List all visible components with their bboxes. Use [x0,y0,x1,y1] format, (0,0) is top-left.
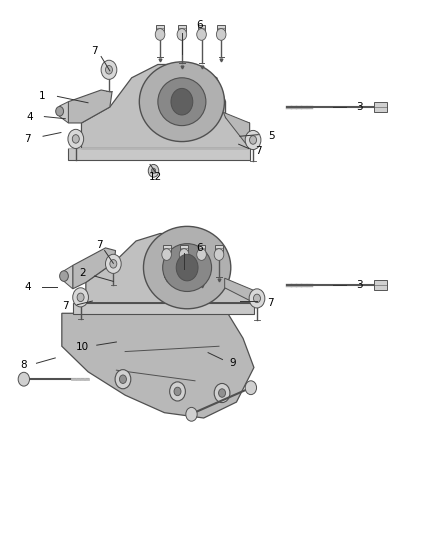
Circle shape [219,389,226,397]
Ellipse shape [144,227,231,309]
Polygon shape [81,64,250,149]
Circle shape [197,249,206,261]
Circle shape [56,107,64,116]
Circle shape [77,293,84,302]
Circle shape [177,29,187,41]
Circle shape [120,375,127,383]
Ellipse shape [139,62,224,142]
Ellipse shape [158,78,206,126]
Circle shape [148,165,159,177]
Polygon shape [223,112,250,149]
Text: 12: 12 [149,172,162,182]
Circle shape [245,381,257,394]
Bar [198,25,205,32]
Text: 4: 4 [25,282,31,292]
Text: 7: 7 [95,240,102,250]
Bar [162,245,170,252]
Circle shape [151,168,155,173]
Polygon shape [225,278,254,303]
Bar [198,245,205,252]
Circle shape [250,136,257,144]
Bar [178,25,186,32]
Circle shape [179,249,189,261]
Circle shape [216,29,226,41]
Bar [374,102,387,112]
Bar [180,245,188,252]
Circle shape [174,387,181,395]
Circle shape [72,135,79,143]
Text: 7: 7 [62,301,69,311]
Text: 3: 3 [356,280,363,290]
Bar [215,245,223,252]
Circle shape [162,249,171,261]
Bar [156,25,164,32]
Polygon shape [62,313,254,418]
Text: 5: 5 [268,131,275,141]
Polygon shape [73,248,116,289]
Text: 3: 3 [356,102,363,112]
Circle shape [68,130,84,149]
Circle shape [176,254,198,281]
Text: 7: 7 [255,146,261,156]
Circle shape [249,289,265,308]
Circle shape [197,29,206,41]
Polygon shape [86,233,254,303]
Text: 7: 7 [91,46,98,56]
Circle shape [115,369,131,389]
Circle shape [18,372,29,386]
Circle shape [214,249,224,261]
Circle shape [101,60,117,79]
Text: 1: 1 [39,91,46,101]
Circle shape [106,254,121,273]
Polygon shape [60,102,68,123]
Text: 9: 9 [230,358,236,368]
Circle shape [186,407,197,421]
Polygon shape [73,303,254,314]
Text: 7: 7 [25,134,31,144]
Circle shape [110,260,117,268]
Circle shape [73,288,88,307]
Circle shape [245,131,261,150]
Circle shape [60,271,68,281]
Text: 2: 2 [79,268,86,278]
Circle shape [254,294,261,303]
Bar [217,25,225,32]
Text: 4: 4 [27,111,33,122]
Polygon shape [68,90,112,123]
Circle shape [106,66,113,74]
Circle shape [214,383,230,402]
Polygon shape [64,265,73,289]
Circle shape [155,29,165,41]
Circle shape [171,88,193,115]
Polygon shape [68,149,250,160]
Text: 6: 6 [196,243,203,253]
Text: 6: 6 [196,20,203,30]
Text: 7: 7 [267,297,274,308]
Text: 10: 10 [76,342,89,352]
Text: 8: 8 [20,360,27,370]
Bar [374,280,387,290]
Ellipse shape [162,244,212,292]
Circle shape [170,382,185,401]
